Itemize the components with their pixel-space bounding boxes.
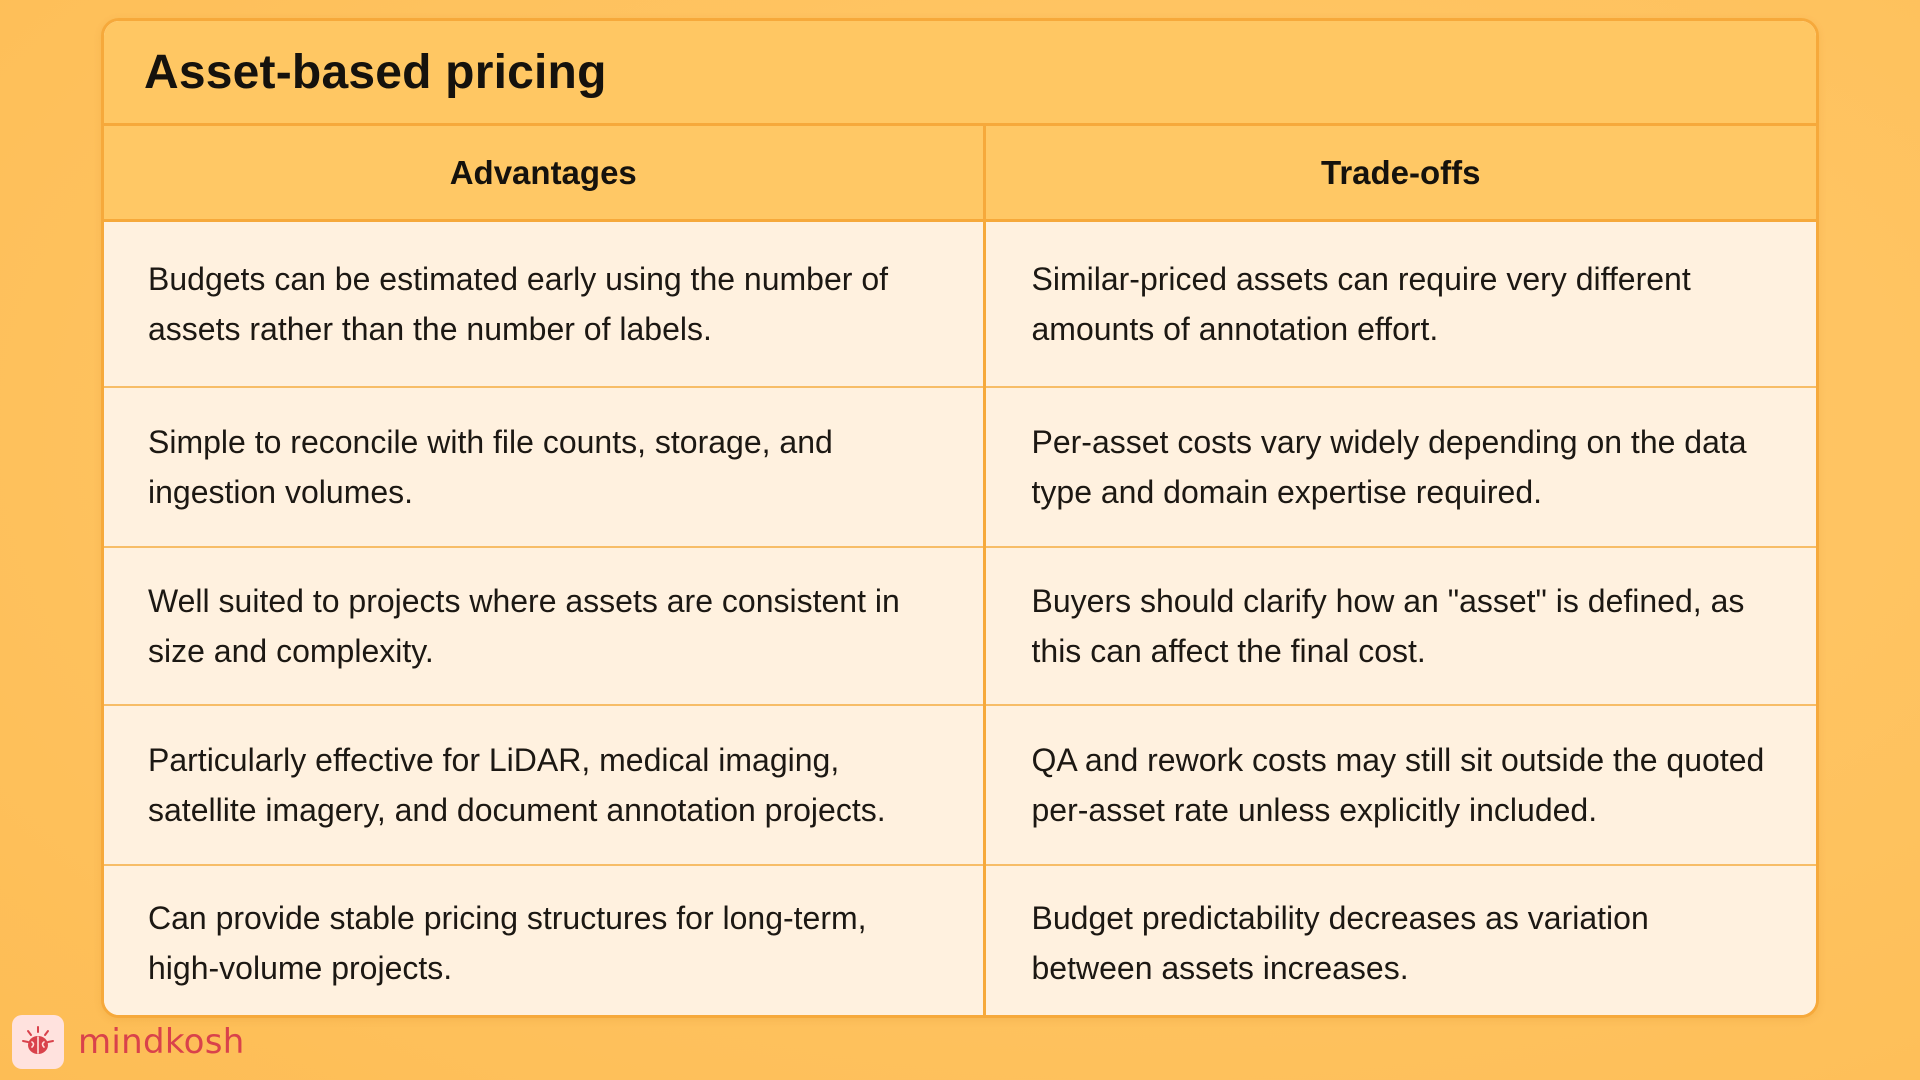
advantage-cell: Well suited to projects where assets are…	[104, 546, 984, 705]
brand-name: mindkosh	[78, 1022, 245, 1062]
table-row: Budgets can be estimated early using the…	[104, 220, 1816, 387]
table-row: Simple to reconcile with file counts, st…	[104, 386, 1816, 547]
comparison-table: Advantages Trade-offs Budgets can be est…	[104, 126, 1816, 1015]
brand-watermark: mindkosh	[12, 1015, 245, 1069]
advantage-cell: Can provide stable pricing structures fo…	[104, 864, 984, 1015]
table-row: Can provide stable pricing structures fo…	[104, 864, 1816, 1015]
title-bar: Asset-based pricing	[104, 21, 1816, 126]
table-row: Particularly effective for LiDAR, medica…	[104, 704, 1816, 865]
advantage-cell: Simple to reconcile with file counts, st…	[104, 386, 984, 547]
tradeoff-cell: Per-asset costs vary widely depending on…	[982, 386, 1816, 547]
brain-icon	[12, 1015, 64, 1069]
advantage-cell: Budgets can be estimated early using the…	[104, 220, 984, 387]
page-title: Asset-based pricing	[144, 45, 607, 99]
table-header-row: Advantages Trade-offs	[104, 126, 1816, 222]
table-row: Well suited to projects where assets are…	[104, 546, 1816, 705]
advantage-cell: Particularly effective for LiDAR, medica…	[104, 704, 984, 865]
tradeoff-cell: Budget predictability decreases as varia…	[982, 864, 1816, 1015]
column-header-advantages: Advantages	[104, 126, 984, 222]
pricing-table-card: Asset-based pricing Advantages Trade-off…	[101, 18, 1819, 1018]
tradeoff-cell: QA and rework costs may still sit outsid…	[982, 704, 1816, 865]
tradeoff-cell: Similar-priced assets can require very d…	[982, 220, 1816, 387]
column-header-tradeoffs: Trade-offs	[982, 126, 1816, 222]
tradeoff-cell: Buyers should clarify how an "asset" is …	[982, 546, 1816, 705]
